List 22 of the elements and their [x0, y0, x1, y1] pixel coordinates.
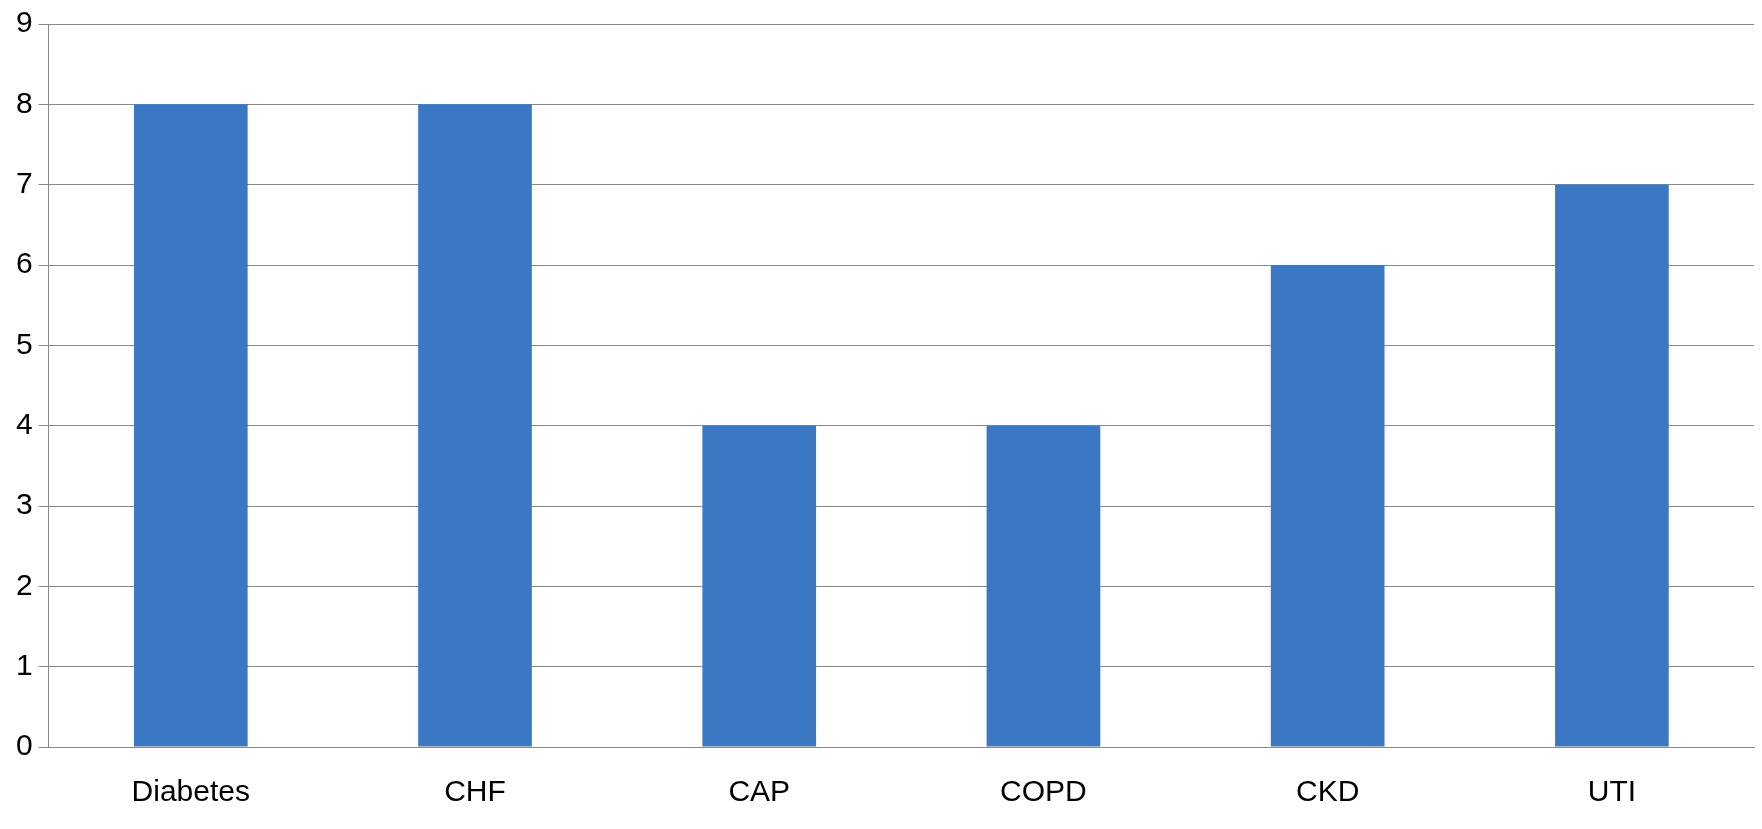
bar	[133, 104, 248, 747]
y-tick-label: 7	[16, 165, 33, 199]
x-tick-label: CKD	[1296, 774, 1360, 808]
bar	[1555, 184, 1669, 747]
y-tick-label: 6	[16, 246, 33, 280]
bar	[1270, 265, 1385, 747]
y-tick-label: 0	[16, 728, 33, 762]
y-tick-label: 5	[16, 326, 33, 360]
y-tick-label: 8	[16, 85, 33, 119]
y-tick-label: 4	[16, 406, 33, 440]
x-tick-label: COPD	[1000, 774, 1087, 808]
y-tick-label: 9	[16, 5, 33, 39]
x-tick-label: UTI	[1587, 774, 1637, 808]
y-tick-label: 2	[16, 567, 33, 601]
bar	[418, 104, 532, 747]
x-tick-label: Diabetes	[131, 774, 250, 808]
bar	[986, 425, 1101, 747]
x-tick-label: CHF	[444, 774, 506, 808]
x-tick-label: CAP	[728, 774, 791, 808]
y-tick-label: 3	[16, 487, 33, 521]
bar	[702, 425, 817, 747]
y-tick-label: 1	[16, 647, 33, 681]
